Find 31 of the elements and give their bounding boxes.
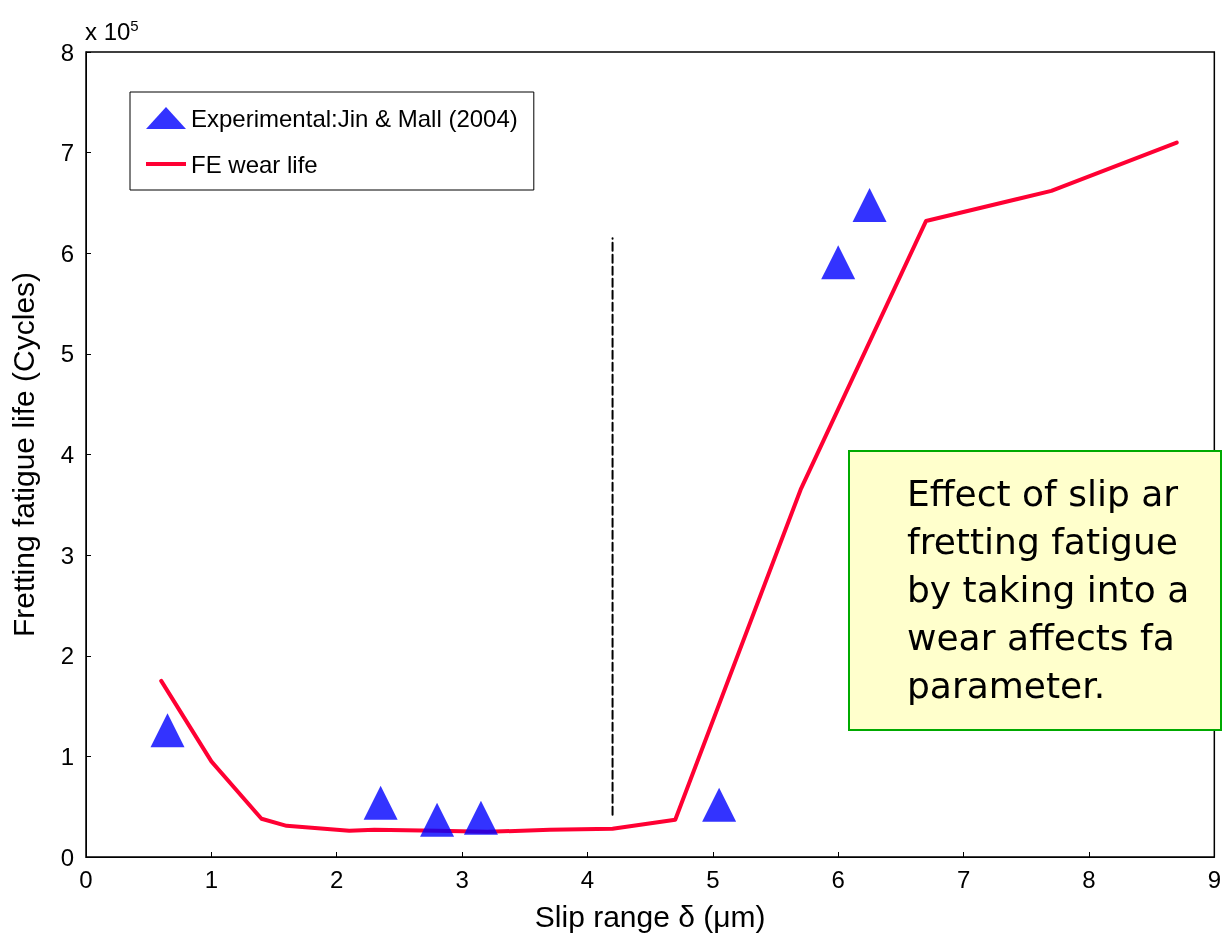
point	[852, 187, 887, 222]
x-tick-label: 0	[79, 865, 93, 893]
x-tick-label: 9	[1207, 865, 1222, 893]
x-axis-title: Slip range δ (μm)	[534, 899, 766, 933]
y-axis-title: Fretting fatigue life (Cycles)	[6, 271, 40, 638]
x-tick-label: 7	[956, 865, 971, 893]
y-tick-label: 6	[60, 239, 74, 267]
x-tick-label: 5	[706, 865, 720, 893]
x-tick-label: 8	[1082, 865, 1096, 893]
x-tick-label: 1	[204, 865, 219, 893]
point	[702, 787, 737, 822]
annotation: Effect of slip ar fretting fatigue by taking into a wear affects fa parameter.	[907, 472, 1190, 706]
x-tick-label: 4	[580, 865, 595, 893]
y-tick-label: 1	[60, 742, 74, 770]
legend-label: FE wear life	[191, 150, 318, 178]
point	[150, 713, 185, 748]
x-tick-label: 3	[455, 865, 469, 893]
y-tick-label: 8	[60, 38, 74, 66]
y-tick-label: 2	[60, 642, 74, 670]
x-tick-label: 2	[330, 865, 344, 893]
y-tick-label: 5	[60, 340, 74, 368]
y-tick-label: 4	[60, 441, 74, 468]
point	[420, 802, 455, 837]
y-tick-label: 0	[60, 843, 74, 871]
point	[363, 785, 398, 820]
legend-label: Experimental:Jin & Mall (2004)	[191, 104, 518, 132]
y-tick-label: 3	[60, 541, 74, 569]
y-tick-label: 7	[60, 139, 74, 167]
point	[821, 245, 856, 280]
point	[463, 800, 498, 835]
x-tick-label: 6	[831, 865, 845, 893]
